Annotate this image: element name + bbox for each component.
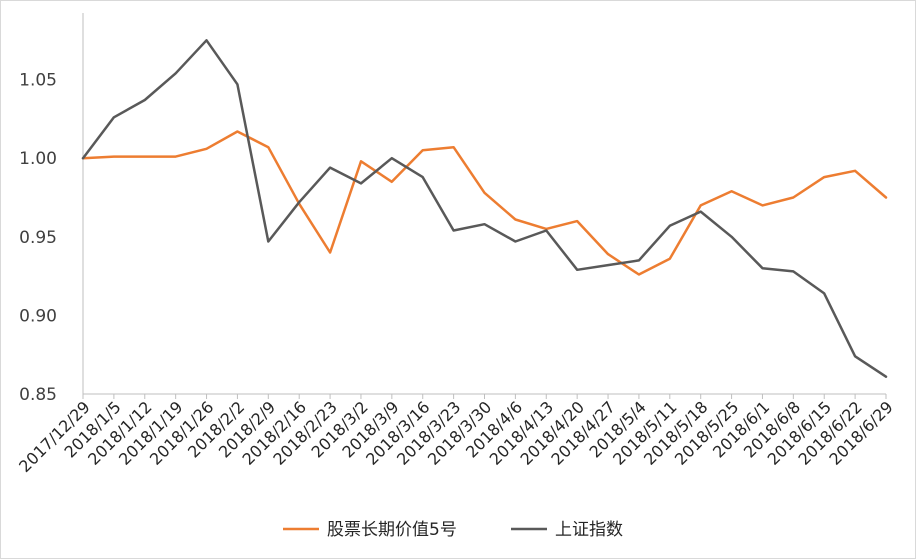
y-axis: 0.85 0.90 0.95 1.00 1.05 [19, 13, 84, 405]
y-tick-label: 1.05 [19, 71, 57, 91]
x-axis: 2017/12/292018/1/52018/1/122018/1/192018… [15, 393, 897, 476]
y-tick-label: 0.85 [19, 385, 57, 405]
y-tick-label: 1.00 [19, 149, 57, 169]
y-tick-label: 0.95 [19, 228, 57, 248]
series-line-1 [81, 130, 888, 276]
legend: 股票长期价值5号 上证指数 [283, 520, 623, 540]
plot-area [81, 39, 888, 378]
legend-label-2: 上证指数 [555, 520, 623, 540]
series-line-2 [81, 39, 888, 378]
y-tick-label: 0.90 [19, 306, 57, 326]
legend-label-1: 股票长期价值5号 [327, 520, 457, 540]
